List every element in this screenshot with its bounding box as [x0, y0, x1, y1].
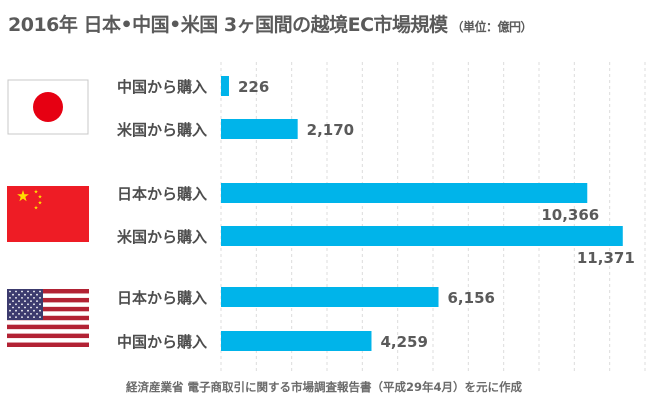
japan-flag	[7, 79, 89, 135]
source-note: 経済産業省 電子商取引に関する市場調査報告書（平成29年4月）を元に作成	[126, 380, 523, 394]
bars: 中国から購入 226 米国から購入 2,170 日本から購入 10,366 米国から購入 11…	[117, 76, 635, 351]
value-label: 4,259	[380, 333, 427, 351]
unit-label: （単位：億円）	[451, 20, 533, 34]
value-label: 226	[238, 78, 269, 96]
value-label: 10,366	[541, 206, 599, 224]
category-label: 米国から購入	[117, 121, 207, 139]
chart-title-text: 2016年 日本•中国•米国 3ヶ国間の越境EC市場規模	[8, 14, 448, 36]
category-label: 中国から購入	[117, 78, 207, 96]
category-label: 中国から購入	[117, 333, 207, 351]
category-label: 米国から購入	[117, 228, 207, 246]
usa-flag	[7, 289, 89, 347]
china-flag	[7, 186, 89, 242]
bar	[221, 183, 588, 203]
bar	[221, 287, 439, 307]
gridlines	[220, 62, 646, 372]
value-label: 2,170	[307, 121, 354, 139]
value-label: 11,371	[577, 249, 635, 267]
bar	[221, 76, 229, 96]
chart-title: 2016年 日本•中国•米国 3ヶ国間の越境EC市場規模 （単位：億円）	[8, 10, 533, 37]
bar	[221, 226, 623, 246]
value-label: 6,156	[448, 289, 495, 307]
category-label: 日本から購入	[117, 289, 207, 307]
category-label: 日本から購入	[117, 185, 207, 203]
bar	[221, 331, 372, 351]
bar	[221, 119, 298, 139]
